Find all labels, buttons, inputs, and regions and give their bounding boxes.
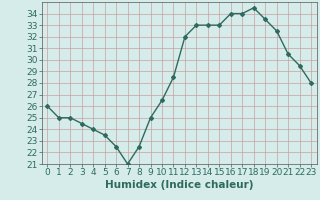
X-axis label: Humidex (Indice chaleur): Humidex (Indice chaleur): [105, 180, 253, 190]
